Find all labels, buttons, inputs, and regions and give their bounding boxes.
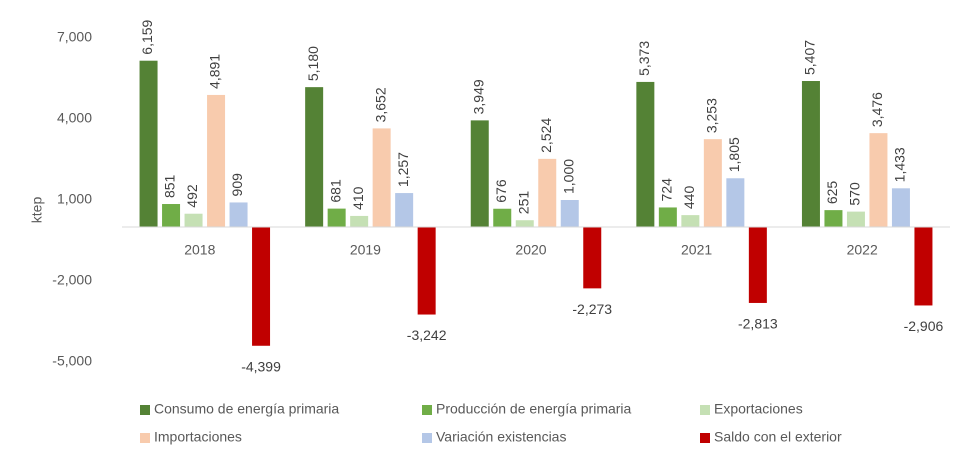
- x-tick-label: 2022: [847, 242, 878, 258]
- legend-swatch: [140, 405, 150, 415]
- data-label: 3,253: [704, 98, 720, 133]
- x-tick-label: 2019: [350, 242, 381, 258]
- bar: [846, 211, 865, 227]
- y-tick-label: -2,000: [52, 272, 92, 288]
- data-label: 4,891: [207, 54, 223, 89]
- bar: [305, 87, 324, 227]
- bar: [139, 60, 158, 227]
- data-label: 3,652: [372, 87, 388, 122]
- data-label: 1,805: [726, 137, 742, 172]
- bar: [252, 227, 271, 346]
- data-label: 2,524: [538, 118, 554, 153]
- bar: [560, 200, 579, 227]
- data-label: 3,476: [869, 92, 885, 127]
- data-label: 410: [350, 186, 366, 210]
- x-tick-label: 2021: [681, 242, 712, 258]
- data-label: 724: [659, 178, 675, 202]
- data-label: 3,949: [470, 79, 486, 114]
- legend-label: Variación existencias: [436, 429, 566, 445]
- x-tick-label: 2018: [184, 242, 215, 258]
- bar: [395, 193, 414, 227]
- bar: [681, 215, 700, 227]
- bar: [726, 178, 745, 227]
- bar: [824, 210, 843, 227]
- legend-label: Saldo con el exterior: [714, 429, 842, 445]
- bar: [658, 207, 677, 227]
- bar: [801, 81, 820, 227]
- bar: [869, 133, 888, 227]
- data-label: 251: [515, 191, 531, 215]
- legend-swatch: [700, 433, 710, 443]
- bar: [327, 208, 346, 227]
- data-label: 625: [824, 181, 840, 205]
- data-label: 909: [229, 173, 245, 197]
- legend-swatch: [700, 405, 710, 415]
- legend-swatch: [422, 433, 432, 443]
- legend-label: Importaciones: [154, 429, 242, 445]
- bar: [538, 158, 557, 227]
- y-tick-label: 7,000: [57, 29, 92, 45]
- bar: [470, 120, 489, 227]
- bar: [748, 227, 767, 303]
- data-label: 5,407: [802, 40, 818, 75]
- data-label: 492: [184, 184, 200, 208]
- x-tick-label: 2020: [515, 242, 546, 258]
- data-label: 5,180: [305, 46, 321, 81]
- y-tick-label: -5,000: [52, 353, 92, 369]
- data-label: 681: [327, 179, 343, 203]
- data-label: -4,399: [241, 358, 281, 374]
- bar: [891, 188, 910, 227]
- data-label: -2,813: [738, 316, 778, 332]
- data-label: -2,273: [572, 301, 612, 317]
- bar: [229, 202, 248, 227]
- bar: [350, 215, 369, 227]
- data-label: 1,257: [395, 152, 411, 187]
- bar: [583, 227, 602, 289]
- bar: [417, 227, 436, 315]
- bar: [184, 213, 203, 227]
- bar: [207, 94, 226, 228]
- y-tick-label: 1,000: [57, 191, 92, 207]
- data-label: 5,373: [636, 41, 652, 76]
- legend-label: Consumo de energía primaria: [154, 401, 339, 417]
- bar: [515, 220, 534, 227]
- data-label: -3,242: [407, 327, 447, 343]
- bar: [914, 227, 933, 306]
- y-axis-label: ktep: [29, 197, 45, 224]
- data-label: 676: [493, 179, 509, 203]
- bar: [372, 128, 391, 227]
- data-label: -2,906: [904, 318, 944, 334]
- y-tick-label: 4,000: [57, 110, 92, 126]
- data-label: 851: [162, 174, 178, 198]
- bar: [636, 81, 655, 227]
- data-label: 1,000: [560, 159, 576, 194]
- bar: [162, 204, 181, 227]
- legend-label: Exportaciones: [714, 401, 803, 417]
- data-label: 440: [681, 186, 697, 210]
- bar: [493, 208, 512, 227]
- data-label: 570: [847, 182, 863, 206]
- bar: [703, 139, 722, 227]
- legend-label: Producción de energía primaria: [436, 401, 632, 417]
- data-label: 6,159: [139, 19, 155, 54]
- legend-swatch: [422, 405, 432, 415]
- data-label: 1,433: [892, 147, 908, 182]
- legend-swatch: [140, 433, 150, 443]
